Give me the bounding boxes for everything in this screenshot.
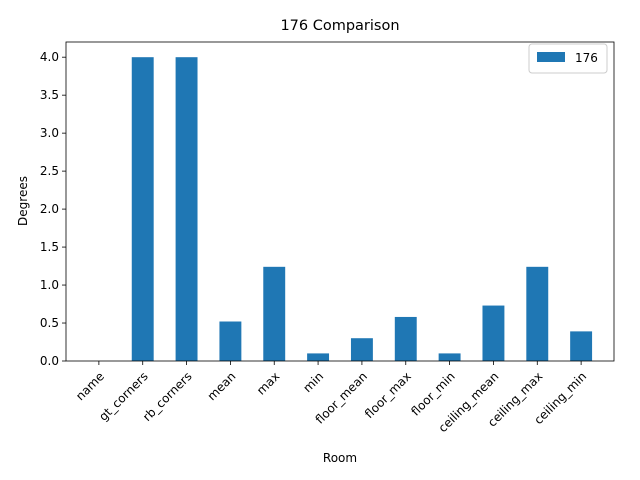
y-tick-label: 0.0 (40, 354, 59, 368)
y-tick-label: 1.5 (40, 240, 59, 254)
x-tick-label: floor_max (362, 369, 414, 421)
y-tick-label: 3.5 (40, 88, 59, 102)
bar-min (307, 353, 330, 361)
y-tick-label: 0.5 (40, 316, 59, 330)
y-tick-label: 4.0 (40, 50, 59, 64)
y-tick-label: 3.0 (40, 126, 59, 140)
y-axis: 0.0 0.5 1.0 1.5 2.0 2.5 3.0 3.5 4.0 (40, 50, 66, 368)
x-tick-label: max (254, 369, 282, 397)
bars-group (131, 57, 593, 361)
chart-title: 176 Comparison (280, 18, 399, 34)
legend-label: 176 (575, 51, 598, 65)
bar-max (263, 266, 286, 361)
y-tick-label: 1.0 (40, 278, 59, 292)
bar-floor_max (394, 316, 417, 361)
bar-ceiling_max (526, 266, 549, 361)
y-axis-label: Degrees (16, 176, 30, 226)
bar-rb_corners (175, 57, 198, 361)
bar-floor_min (438, 353, 461, 361)
x-tick-label: mean (205, 369, 239, 403)
x-tick-label: min (300, 369, 326, 395)
legend: 176 (528, 43, 608, 74)
bar-floor_mean (350, 338, 373, 361)
plot-frame (65, 41, 615, 362)
y-tick-label: 2.5 (40, 164, 59, 178)
bar-ceiling_min (570, 331, 593, 361)
y-tick-label: 2.0 (40, 202, 59, 216)
bar-mean (219, 321, 242, 361)
x-tick-label: name (73, 369, 107, 403)
legend-swatch (537, 52, 565, 62)
legend-frame (528, 43, 608, 74)
bar-gt_corners (131, 57, 154, 361)
x-axis-label: Room (323, 451, 357, 465)
bar-ceiling_mean (482, 305, 505, 361)
